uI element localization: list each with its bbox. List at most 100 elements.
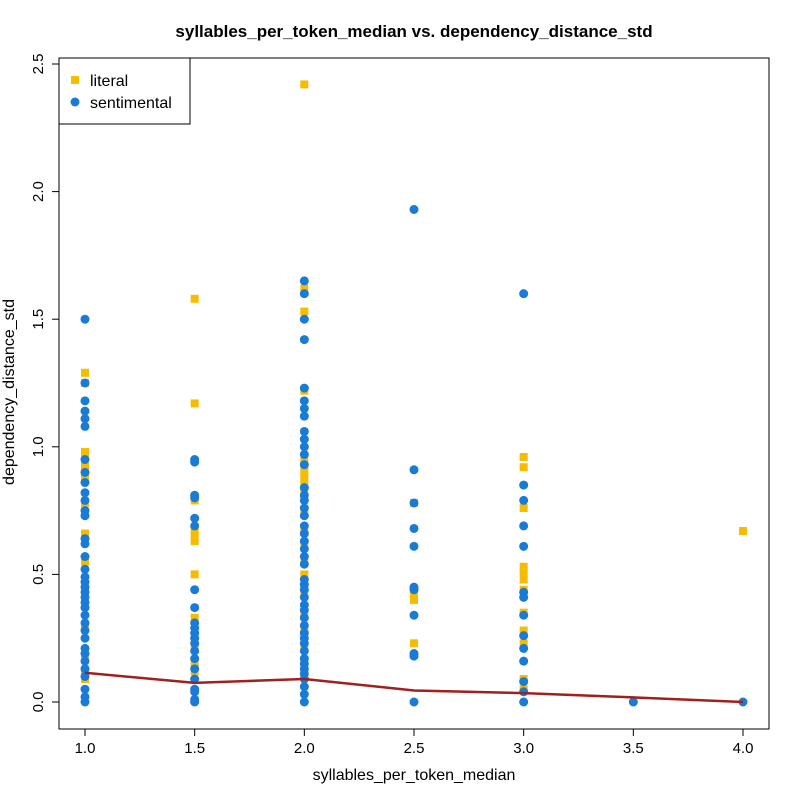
data-point-sentimental: [190, 457, 200, 467]
data-point-literal: [519, 567, 528, 576]
data-point-sentimental: [299, 638, 309, 648]
data-point-sentimental: [80, 618, 90, 628]
legend-marker-sentimental: [70, 97, 80, 107]
data-point-sentimental: [80, 649, 90, 659]
data-point-sentimental: [409, 465, 419, 475]
data-point-sentimental: [299, 689, 309, 699]
data-point-literal: [190, 532, 199, 541]
data-point-sentimental: [80, 697, 90, 707]
data-point-sentimental: [628, 697, 638, 707]
data-point-sentimental: [80, 455, 90, 465]
data-point-sentimental: [519, 610, 529, 620]
data-point-sentimental: [80, 511, 90, 521]
x-axis-label: syllables_per_token_median: [313, 767, 516, 784]
data-point-sentimental: [190, 654, 200, 664]
data-point-sentimental: [80, 396, 90, 406]
data-point-sentimental: [299, 521, 309, 531]
x-tick-label: 1.0: [75, 740, 96, 757]
data-point-sentimental: [519, 697, 529, 707]
data-point-literal: [81, 447, 89, 456]
data-point-sentimental: [299, 411, 309, 421]
series-sentimental: [80, 204, 748, 707]
data-point-sentimental: [80, 626, 90, 636]
data-point-sentimental: [409, 697, 419, 707]
data-point-sentimental: [299, 335, 309, 345]
data-point-sentimental: [80, 664, 90, 674]
data-point-sentimental: [519, 289, 529, 299]
data-point-literal: [81, 368, 89, 377]
y-tick-label: 0.5: [30, 564, 47, 585]
data-point-sentimental: [299, 396, 309, 406]
data-point-literal: [81, 557, 89, 566]
data-point-sentimental: [409, 651, 419, 661]
data-point-sentimental: [299, 620, 309, 630]
data-point-sentimental: [190, 638, 200, 648]
data-point-sentimental: [299, 536, 309, 546]
x-tick-label: 3.0: [513, 740, 534, 757]
data-point-sentimental: [80, 378, 90, 388]
data-point-literal: [519, 639, 528, 648]
data-point-sentimental: [80, 314, 90, 324]
y-tick-label: 1.0: [30, 436, 47, 457]
data-point-sentimental: [190, 687, 200, 697]
data-point-sentimental: [190, 664, 200, 674]
data-point-sentimental: [80, 633, 90, 643]
legend-marker-literal: [71, 76, 79, 84]
x-tick-label: 4.0: [733, 740, 754, 757]
data-point-sentimental: [190, 521, 200, 531]
y-tick-label: 1.5: [30, 309, 47, 330]
data-point-sentimental: [299, 289, 309, 299]
data-point-sentimental: [80, 467, 90, 477]
data-point-literal: [410, 595, 418, 604]
data-point-sentimental: [80, 656, 90, 666]
data-point-literal: [519, 453, 528, 462]
plot-area: 1.0 1.5 2.0 2.5 3.0 3.5 4.0 0.0 0.5 1.0 1.5 2.0 2.5 l…: [30, 54, 770, 757]
data-point-literal: [190, 527, 199, 536]
legend-box: [58, 57, 191, 125]
data-point-sentimental: [299, 434, 309, 444]
data-point-literal: [300, 570, 309, 579]
data-point-literal: [190, 399, 199, 408]
data-point-sentimental: [80, 684, 90, 694]
data-point-sentimental: [299, 442, 309, 452]
data-point-sentimental: [299, 605, 309, 615]
data-point-literal: [190, 570, 199, 579]
series-trend-line: [84, 671, 744, 704]
y-tick-label: 2.5: [30, 54, 47, 75]
y-tick-label: 2.0: [30, 181, 47, 202]
trend-line: [84, 671, 744, 704]
data-point-sentimental: [299, 613, 309, 623]
data-point-sentimental: [519, 495, 529, 505]
data-point-sentimental: [80, 414, 90, 424]
data-point-sentimental: [299, 276, 309, 286]
data-point-sentimental: [519, 656, 529, 666]
data-point-literal: [300, 468, 309, 477]
data-point-literal: [519, 463, 528, 472]
data-point-sentimental: [299, 592, 309, 602]
data-point-literal: [519, 626, 528, 635]
data-point-sentimental: [80, 495, 90, 505]
data-point-sentimental: [299, 449, 309, 459]
data-point-sentimental: [299, 314, 309, 324]
legend-label-literal: literal: [90, 73, 128, 90]
data-point-literal: [190, 294, 199, 303]
data-point-sentimental: [190, 585, 200, 595]
data-point-sentimental: [299, 511, 309, 521]
data-point-literal: [190, 537, 199, 546]
data-point-sentimental: [190, 697, 200, 707]
data-point-sentimental: [409, 541, 419, 551]
data-point-sentimental: [190, 513, 200, 523]
data-point-sentimental: [190, 603, 200, 613]
data-point-sentimental: [409, 610, 419, 620]
data-point-sentimental: [299, 585, 309, 595]
data-point-sentimental: [299, 529, 309, 539]
data-point-sentimental: [299, 483, 309, 493]
data-point-sentimental: [190, 674, 200, 684]
data-point-sentimental: [519, 631, 529, 641]
data-point-sentimental: [299, 682, 309, 692]
y-axis-label: dependency_distance_std: [1, 299, 18, 485]
legend-label-sentimental: sentimental: [90, 95, 172, 112]
data-point-sentimental: [519, 592, 529, 602]
